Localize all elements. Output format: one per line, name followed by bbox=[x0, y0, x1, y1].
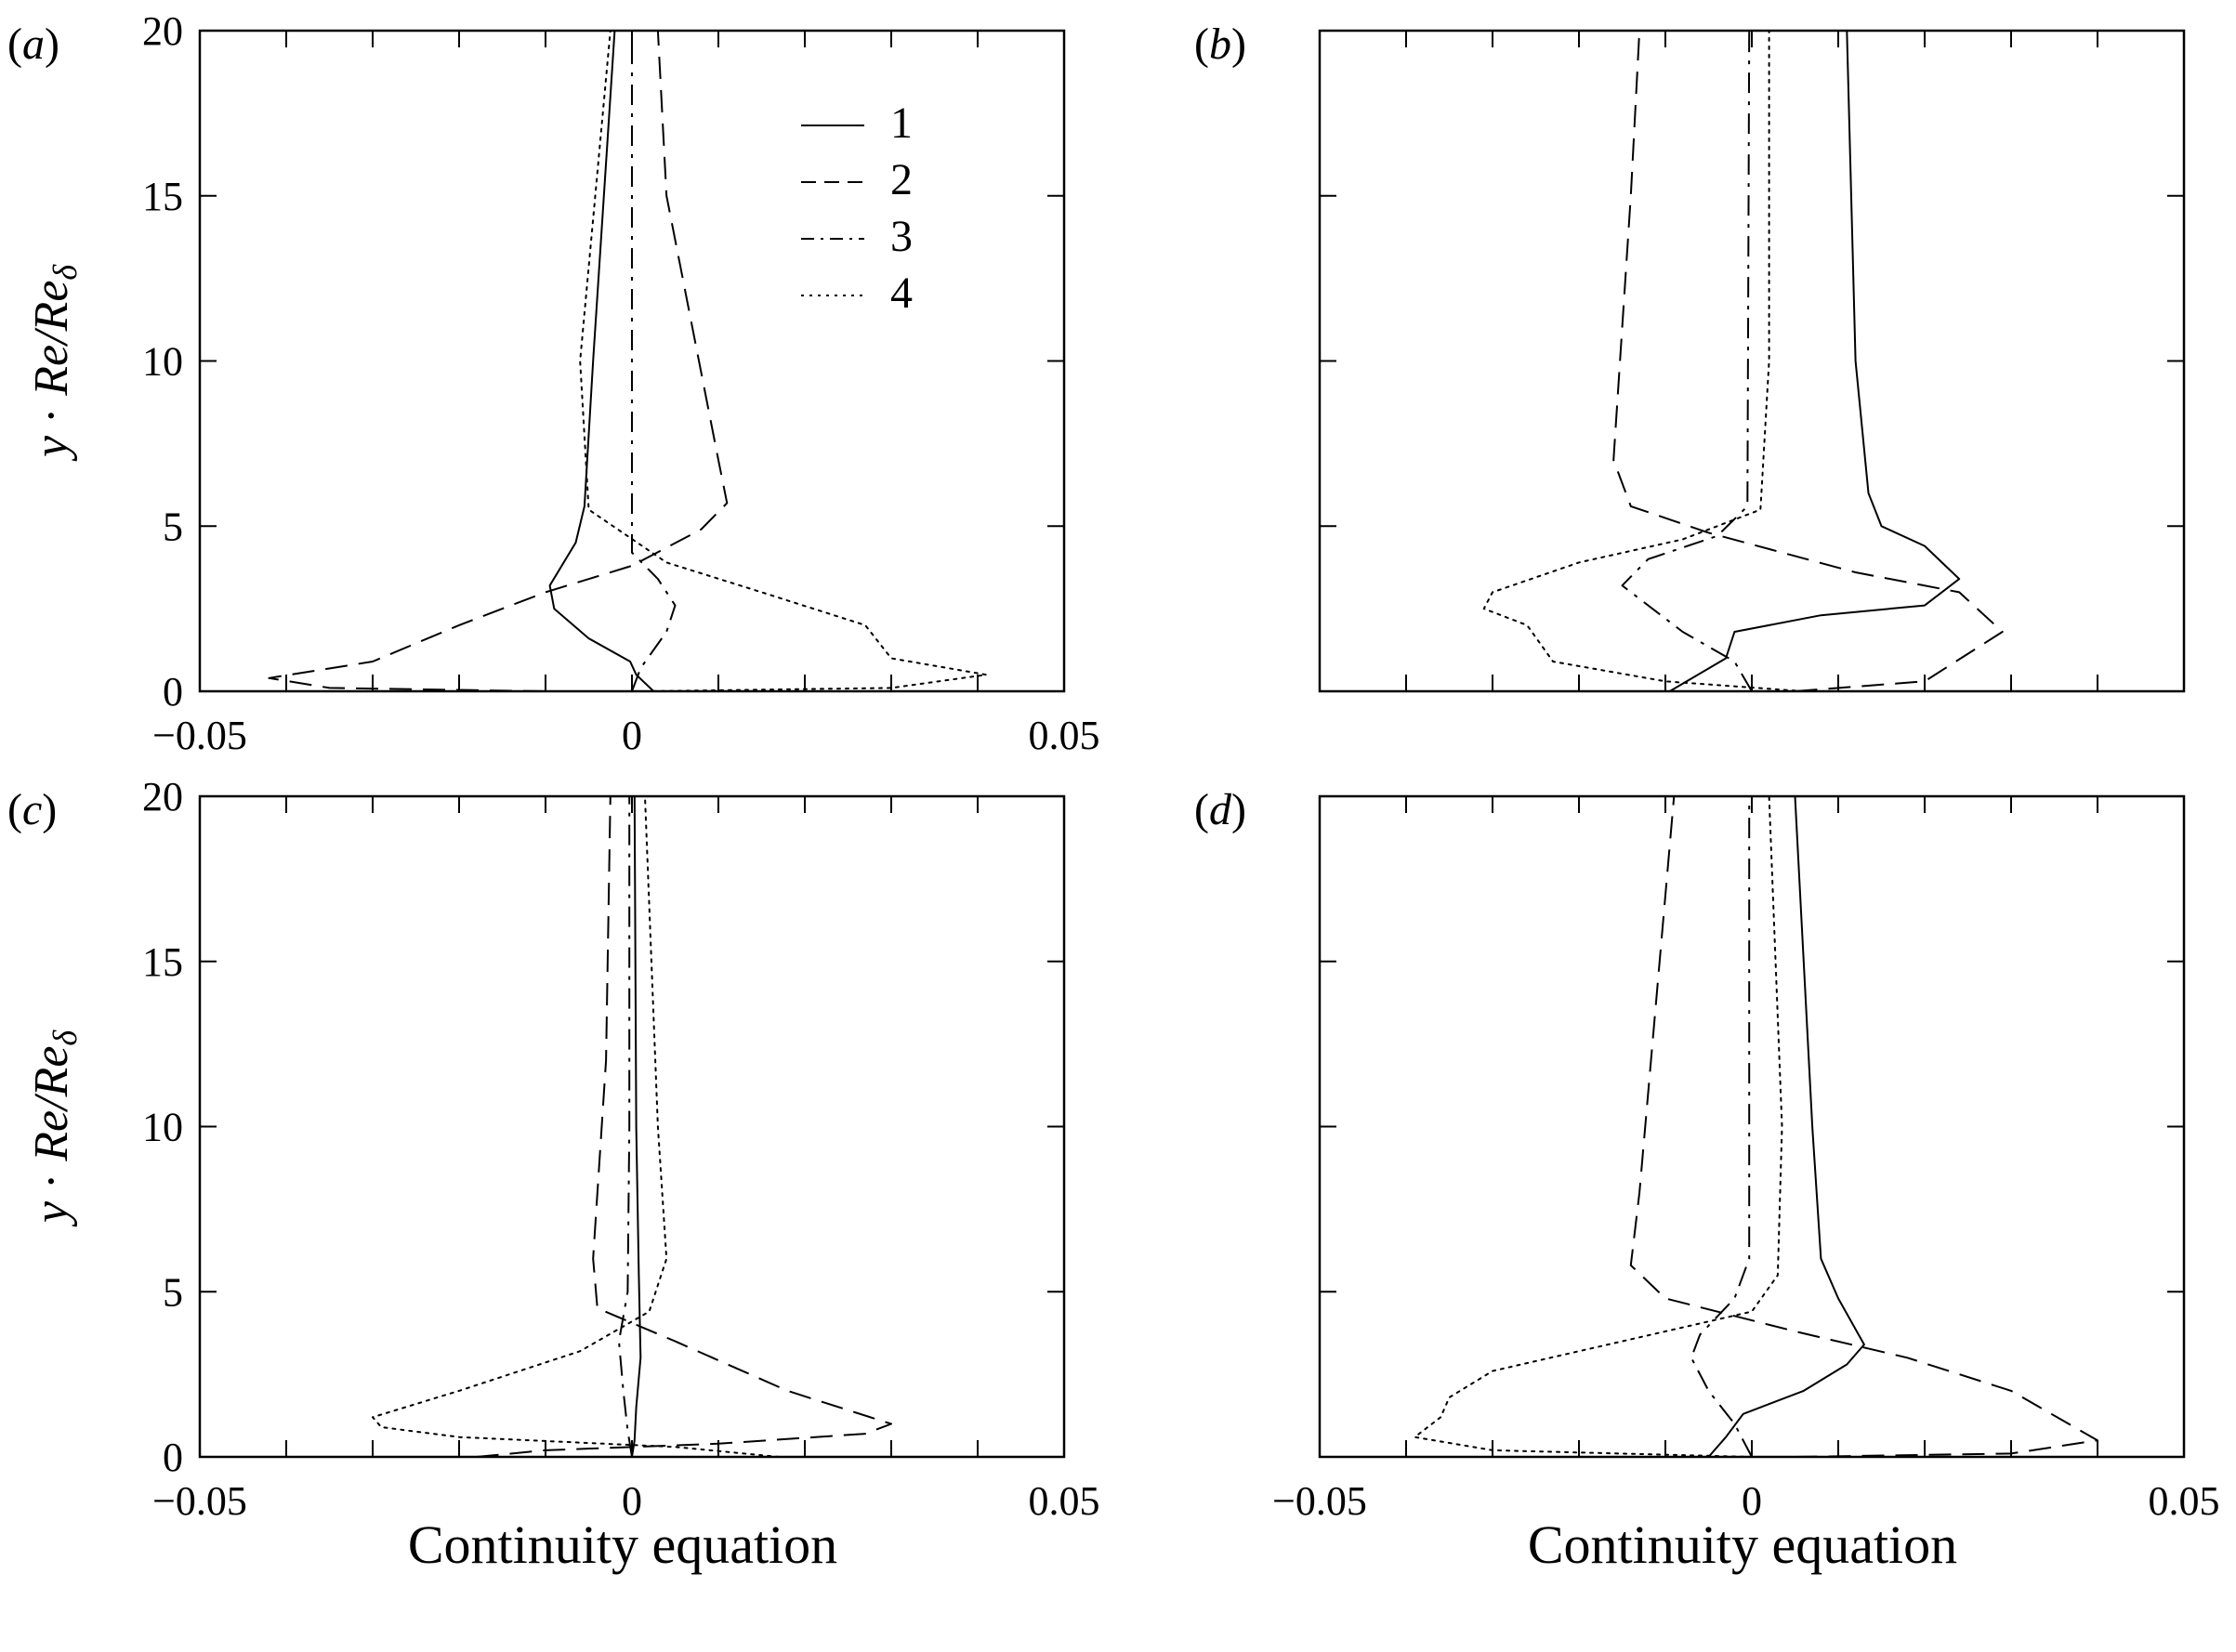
x-tick-label: 0.05 bbox=[1029, 713, 1100, 758]
series-line-2 bbox=[476, 796, 892, 1457]
panel-label: (d) bbox=[1194, 785, 1246, 834]
series-line-4 bbox=[1414, 796, 1783, 1457]
y-tick-label: 15 bbox=[142, 174, 183, 219]
legend-label-2: 2 bbox=[890, 155, 913, 204]
legend-label-1: 1 bbox=[890, 98, 913, 148]
x-tick-label: −0.05 bbox=[1272, 1478, 1367, 1524]
x-tick-label: 0 bbox=[622, 713, 642, 758]
x-axis-title: Continuity equation bbox=[1528, 1514, 1957, 1575]
y-tick-label: 0 bbox=[163, 1435, 183, 1480]
panel-b: (b) bbox=[1194, 20, 2186, 693]
x-tick-label: −0.05 bbox=[152, 1478, 247, 1524]
y-axis-label: y · Re/Reδ bbox=[25, 264, 84, 463]
tick-marks bbox=[1319, 795, 2185, 1458]
tick-marks bbox=[199, 795, 1065, 1458]
y-tick-label: 10 bbox=[142, 1105, 183, 1150]
panel-label: (c) bbox=[7, 785, 57, 834]
plot-frame bbox=[1318, 29, 2186, 693]
y-tick-label: 5 bbox=[163, 504, 183, 549]
series-group bbox=[1414, 796, 2098, 1457]
x-tick-label: 0 bbox=[622, 1478, 642, 1524]
panel-label: (a) bbox=[7, 20, 59, 69]
y-tick-label: 5 bbox=[163, 1269, 183, 1315]
series-line-1 bbox=[1707, 796, 1865, 1457]
y-tick-label: 20 bbox=[142, 774, 183, 819]
series-line-2 bbox=[268, 31, 729, 691]
plot-frame bbox=[1318, 794, 2186, 1459]
y-axis-label: y · Re/Reδ bbox=[25, 1029, 84, 1228]
series-line-1 bbox=[631, 796, 642, 1457]
series-group bbox=[1482, 31, 2004, 691]
y-tick-label: 15 bbox=[142, 939, 183, 985]
x-tick-label: −0.05 bbox=[152, 713, 247, 758]
y-tick-label: 20 bbox=[142, 8, 183, 54]
tick-marks bbox=[1319, 30, 2185, 692]
legend: 1 2 3 4 bbox=[801, 98, 913, 318]
series-line-1 bbox=[548, 31, 654, 691]
series-line-4 bbox=[579, 31, 988, 691]
y-tick-label: 10 bbox=[142, 339, 183, 385]
series-line-3 bbox=[618, 796, 633, 1457]
plot-frame bbox=[198, 794, 1066, 1459]
series-line-3 bbox=[1621, 31, 1753, 691]
series-line-4 bbox=[1482, 31, 1805, 691]
series-line-3 bbox=[1690, 796, 1753, 1457]
series-line-4 bbox=[372, 796, 781, 1457]
series-line-3 bbox=[631, 31, 677, 691]
x-axis-title: Continuity equation bbox=[408, 1514, 837, 1575]
y-tick-label: 0 bbox=[163, 669, 183, 715]
panel-d: −0.05 0 0.05 (d) Continuity equation bbox=[1194, 785, 2220, 1575]
series-group bbox=[268, 31, 988, 691]
series-line-2 bbox=[1612, 31, 2004, 691]
panel-label: (b) bbox=[1194, 20, 1246, 69]
x-tick-label: 0.05 bbox=[2149, 1478, 2220, 1524]
x-tick-label: 0.05 bbox=[1029, 1478, 1100, 1524]
x-tick-label: 0 bbox=[1742, 1478, 1762, 1524]
legend-label-4: 4 bbox=[890, 269, 913, 318]
series-line-2 bbox=[1629, 796, 2098, 1457]
series-line-1 bbox=[1669, 31, 1961, 691]
legend-label-3: 3 bbox=[890, 212, 913, 261]
series-group bbox=[372, 796, 892, 1457]
